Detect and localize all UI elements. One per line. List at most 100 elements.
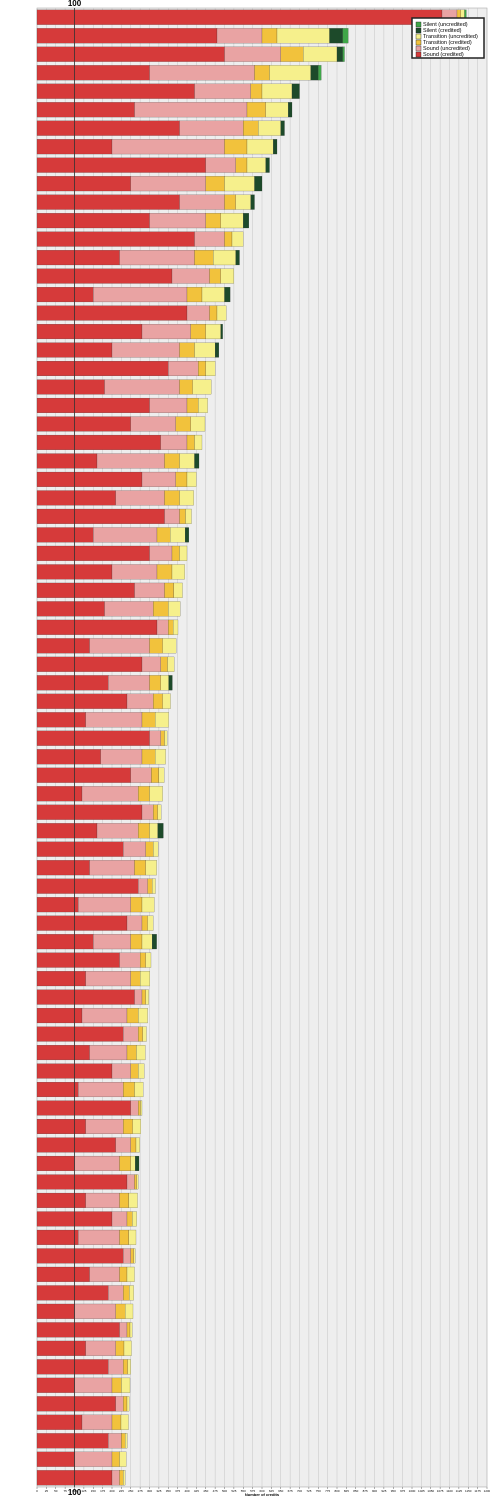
bar-segment [128,1229,137,1245]
bar-segment [111,564,158,580]
bar-segment [155,749,166,765]
bar-segment [138,1026,143,1042]
bar-segment [164,508,180,524]
bar-segment [160,675,169,691]
x-tick-label: 175 [100,1489,105,1493]
bar-segment [288,102,293,118]
bar-segment [89,1266,120,1282]
bar-segment [136,1174,139,1190]
bar-segment [138,1100,141,1116]
bar-segment [36,989,135,1005]
bar-segment [36,9,443,25]
bar-segment [115,490,165,506]
bar-segment [36,176,131,192]
bar-segment [93,527,158,543]
legend-swatch [415,27,422,34]
bar-segment [157,823,164,839]
bar-segment [134,1174,137,1190]
legend-swatch [415,39,422,46]
bar-segment [141,989,146,1005]
bar-segment [141,804,154,820]
bar-segment [36,1174,128,1190]
bar-segment [111,139,225,155]
bar-segment [192,379,212,395]
bar-segment [220,324,223,340]
bar-segment [126,1396,130,1412]
bar-segment [179,508,186,524]
bar-segment [119,952,141,968]
bar-segment [250,83,263,99]
bar-segment [138,786,150,802]
bar-segment [36,213,150,229]
bar-segment [130,176,206,192]
x-tick-label: 975 [400,1489,405,1493]
bar-segment [149,786,163,802]
bar-segment [85,1192,120,1208]
bar-segment [36,46,225,62]
bar-segment [170,527,186,543]
x-tick-label: 1175 [474,1489,481,1493]
bar-segment [123,1359,128,1375]
bar-segment [123,1340,132,1356]
bar-segment [318,65,322,81]
bar-segment [156,564,173,580]
x-tick-label: 125 [81,1489,86,1493]
bar-segment [119,250,195,266]
bar-segment [220,268,234,284]
bar-segment [36,1414,83,1430]
x-tick-label: 425 [194,1489,199,1493]
x-tick-label: 475 [213,1489,218,1493]
bar-segment [156,527,171,543]
x-tick-label: 25 [45,1489,49,1493]
bar-segment [216,28,263,44]
x-tick-label: 825 [344,1489,349,1493]
bar-segment [36,1340,86,1356]
x-tick-label: 275 [138,1489,143,1493]
bar-segment [36,268,173,284]
bar-segment [141,471,176,487]
x-tick-label: 50 [54,1489,58,1493]
bar-segment [36,434,161,450]
bar-segment [85,712,143,728]
bar-segment [162,638,177,654]
bar-segment [36,619,158,635]
bar-segment [36,471,143,487]
bar-segment [81,1008,128,1024]
bar-segment [36,582,135,598]
bar-segment [224,176,255,192]
bar-segment [89,638,150,654]
bar-segment [36,65,150,81]
x-tick-label: 100 [72,1489,77,1493]
bar-segment [185,527,189,543]
bar-segment [235,194,251,210]
bar-segment [36,767,131,783]
bar-segment [216,305,227,321]
bar-segment [171,564,185,580]
bar-segment [36,1285,109,1301]
bar-segment [93,287,188,303]
bar-segment [130,416,176,432]
x-tick-label: 650 [278,1489,283,1493]
x-tick-label: 350 [166,1489,171,1493]
bar-segment [36,1359,109,1375]
bar-segment [130,934,143,950]
bar-segment [138,823,150,839]
legend-swatch [415,45,422,52]
bar-segment [246,157,266,173]
bar-segment [36,934,94,950]
bar-segment [141,934,153,950]
bar-segment [198,397,208,413]
x-tick-label: 700 [297,1489,302,1493]
bar-segment [111,1470,120,1486]
bar-segment [115,1303,126,1319]
x-tick-label: 1125 [456,1489,463,1493]
bar-segment [149,823,158,839]
bar-segment [36,527,94,543]
bar-segment [36,231,195,247]
bar-segment [198,361,206,377]
bar-segment [171,545,180,561]
legend-label: Sound (uncredited) [423,46,470,52]
bar-segment [152,878,156,894]
bar-segment [36,878,139,894]
bar-segment [36,1433,109,1449]
